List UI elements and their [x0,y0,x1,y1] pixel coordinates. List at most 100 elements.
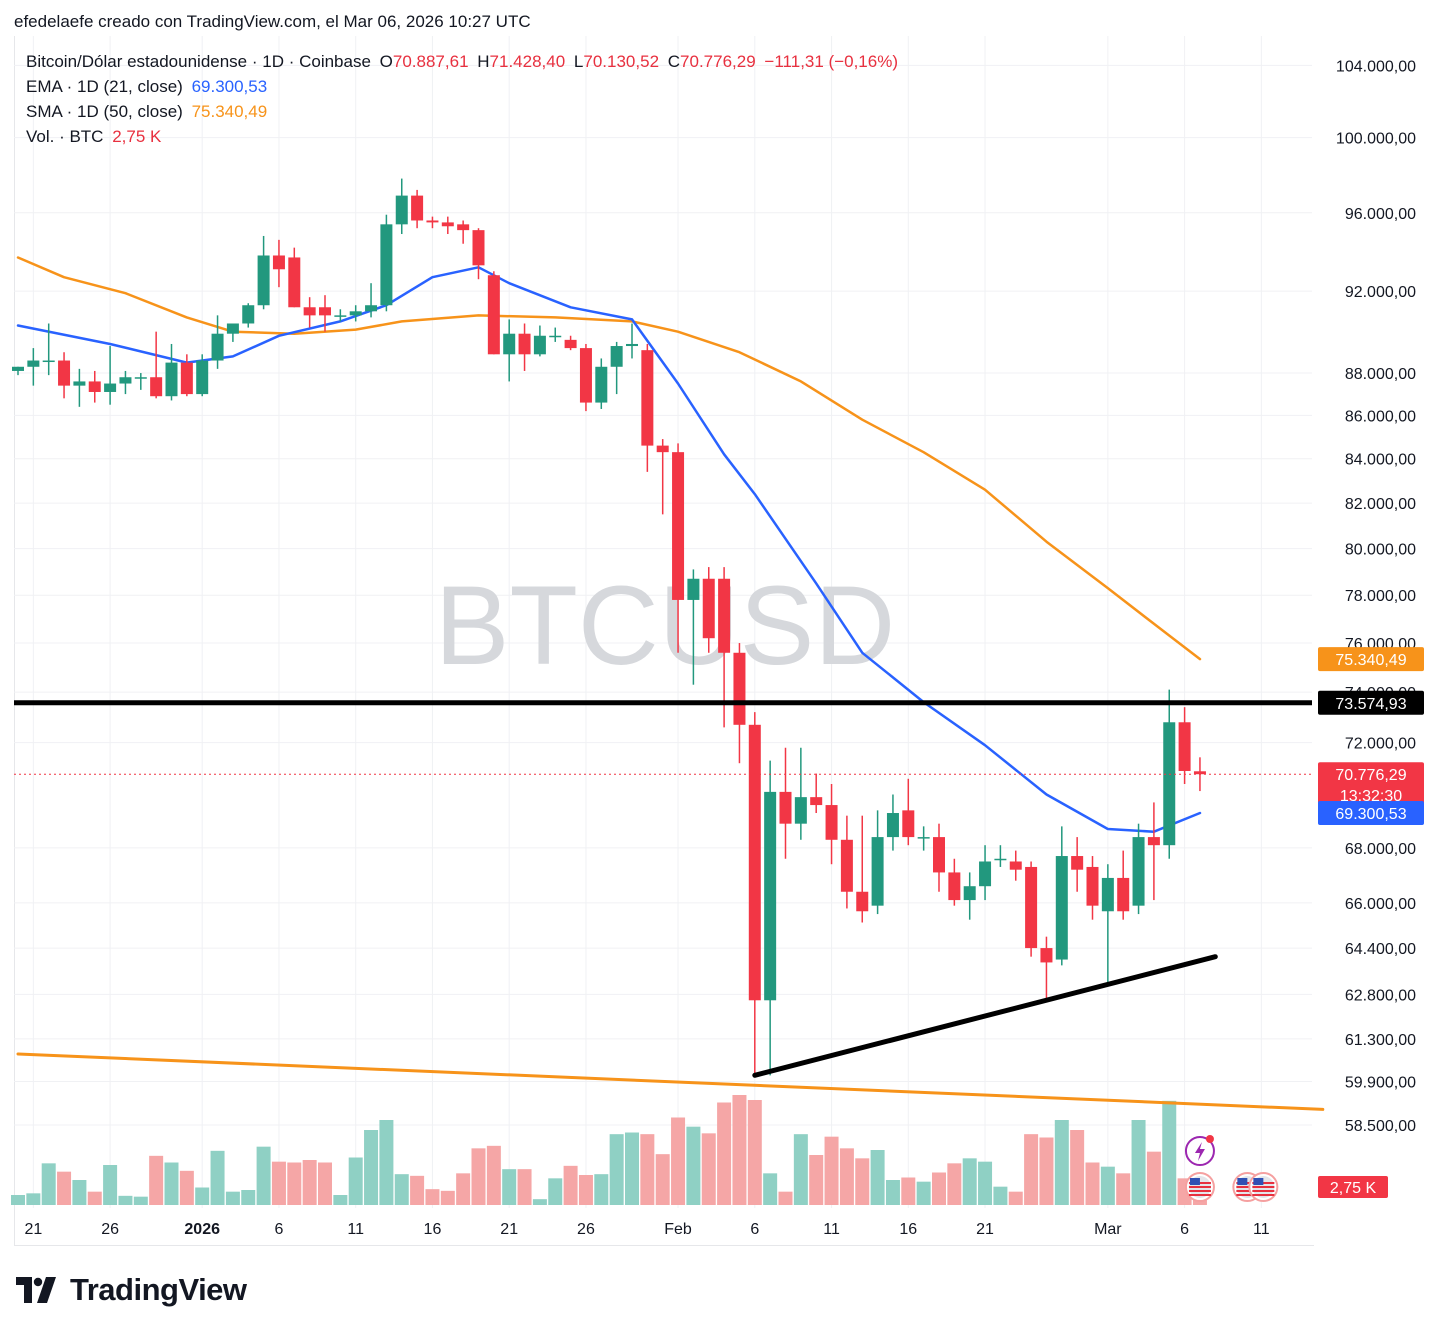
legend-low: L70.130,52 [573,52,660,71]
legend-high: H71.428,40 [477,52,566,71]
volume-bar [133,1196,148,1205]
flag-stripe [1236,1186,1259,1188]
volume-bar [271,1161,286,1205]
chart-canvas[interactable]: BTCUSD 104.000,00 100.000,00 96.000,00 92.0… [0,0,1456,1260]
time-tick-label: Mar [1094,1221,1122,1238]
candle [856,815,869,923]
lightning-icon-dot [1205,1135,1214,1143]
candle-body [886,813,899,838]
time-tick-label: 21 [500,1221,518,1238]
candle [810,773,823,814]
time-tick-label: 16 [899,1221,917,1238]
volume-bar [348,1157,363,1205]
time-tick-label: 6 [750,1221,759,1238]
tradingview-logo-text: TradingView [70,1272,247,1307]
time-axis[interactable]: 21 26 2026 6 11 16 21 26 Feb 6 11 16 21 Mar 6 11 [24,1221,1269,1238]
candle-body [933,837,945,873]
candle [257,235,270,310]
orange-trend-line[interactable] [16,1052,1325,1111]
candle [1132,823,1145,915]
volume-bar [364,1130,379,1205]
candle [319,295,331,332]
volume-bar [425,1189,440,1205]
candle-body [1147,837,1160,846]
candle-body [979,861,992,887]
volume-bar [318,1162,332,1205]
candle [58,352,71,399]
candle [764,760,777,1076]
legend-volume-row[interactable]: Vol. · BTC 2,75 K [26,127,165,147]
candle-body [687,578,700,600]
volume-bar [1085,1162,1100,1205]
grid-lines [14,36,1312,1208]
candle [503,319,516,382]
time-tick-label: 11 [1253,1221,1270,1238]
volume-bars [11,1095,1207,1205]
candle-body [518,333,531,355]
candle-body [656,445,669,453]
candle-body [380,224,393,306]
candle-body [626,343,638,347]
candle [626,323,638,359]
time-tick-label: 26 [101,1221,119,1238]
candle [917,826,930,851]
candle-body [42,360,55,363]
candle [472,228,485,280]
candle [595,358,608,409]
flag-canton [1189,1178,1200,1185]
flag-canton [1237,1178,1248,1185]
tradingview-logo[interactable]: TradingView [16,1272,247,1308]
candle [564,335,577,351]
volume-tag: 2,75 K [1318,1176,1388,1198]
candle-body [472,230,485,266]
legend-sma-row[interactable]: SMA · 1D (50, close) 75.340,49 [26,102,271,122]
candle [1101,864,1114,986]
candle-body [549,335,562,338]
candle-body [457,224,470,231]
volume-bar [394,1174,409,1205]
candle [687,569,700,685]
price-tick-label: 104.000,00 [1336,58,1416,75]
tradingview-logo-icon [16,1277,56,1303]
time-tick-label: 2026 [184,1221,220,1238]
candle [457,220,470,244]
candle [119,370,132,395]
candle [1055,826,1068,966]
candle [134,373,147,390]
volume-bar [149,1155,164,1205]
candle [656,439,669,515]
candle-body [702,578,715,639]
us-flag-icon [1248,1172,1279,1202]
volume-bar [1024,1134,1039,1205]
candle-body [288,257,301,308]
candle-body [395,195,408,225]
ema-21-path [16,266,1202,833]
volume-bar [839,1148,854,1205]
legend-ema-row[interactable]: EMA · 1D (21, close) 69.300,53 [26,77,271,97]
ema-21-line[interactable] [16,266,1202,833]
candle-body [257,255,270,306]
black-trend-line-path [752,954,1218,1078]
candle [242,303,255,328]
volume-bar [625,1132,639,1205]
candle [672,443,685,653]
candle [288,247,301,308]
candle [334,309,347,322]
black-trend-line[interactable] [752,954,1218,1078]
candle [1071,837,1084,892]
event-icons[interactable] [1184,1135,1279,1202]
candlesticks[interactable] [12,178,1206,1076]
price-axis[interactable]: 104.000,00 100.000,00 96.000,00 92.000,00 88… [1336,58,1416,1135]
candle-body [349,311,362,316]
volume-bar [732,1095,747,1205]
candle [12,366,24,376]
candle-body [334,315,347,317]
volume-bar [1131,1120,1146,1205]
candle-body [88,381,101,392]
time-tick-label: 21 [976,1221,994,1238]
volume-bar [410,1175,425,1205]
candle [88,370,101,403]
candle-body [1163,722,1176,846]
legend-symbol-row[interactable]: Bitcoin/Dólar estadounidense · 1D · Coin… [26,52,902,72]
volume-bar [1146,1151,1161,1205]
